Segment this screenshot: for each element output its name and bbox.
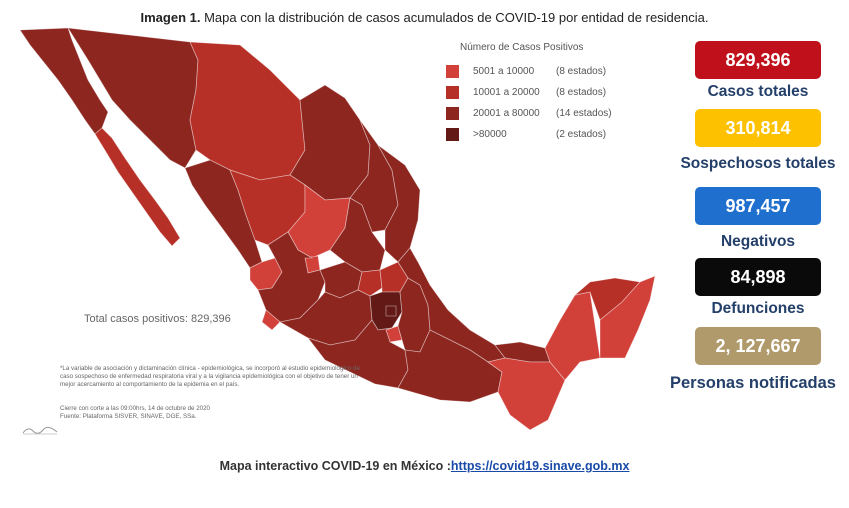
legend-count: (8 estados) [556,87,607,98]
stat-suspected-value: 310,814 [695,109,821,147]
stat-deaths-label: Defunciones [711,300,805,317]
footer-text: Mapa interactivo COVID-19 en México : [219,459,451,473]
legend-item: 5001 a 10000 (8 estados) [446,61,612,82]
interactive-map-link[interactable]: https://covid19.sinave.gob.mx [450,459,630,473]
legend-count: (2 estados) [556,129,607,140]
wave-logo-icon [22,426,58,435]
source-text: Fuente: Plataforma SISVER, SINAVE, DGE, … [60,413,197,420]
cutoff-text: Cierre con corte a las 09:00hrs, 14 de o… [60,405,210,412]
figure-title-bold: Imagen 1. [140,10,201,25]
stat-negatives-label: Negativos [720,233,796,250]
stat-confirmed-value: 829,396 [695,41,821,79]
stat-confirmed-label: Casos totales [707,83,809,100]
state-chihuahua [189,41,306,181]
state-chiapas [487,357,566,431]
stat-negatives-value: 987,457 [695,187,821,225]
figure-title: Imagen 1. Mapa con la distribución de ca… [0,10,849,25]
legend-swatch [446,65,459,78]
legend-item: 10001 a 20000 (8 estados) [446,82,612,103]
cutoff-source: Cierre con corte a las 09:00hrs, 14 de o… [60,405,360,421]
legend-range: 20001 a 80000 [473,108,540,119]
mexico-map [19,27,656,431]
state-guerrero [306,319,409,389]
legend-title: Número de Casos Positivos [460,42,584,53]
state-zacatecas [287,184,351,259]
legend-item: 20001 a 80000 (14 estados) [446,103,612,124]
legend-range: >80000 [473,129,507,140]
legend-swatch [446,86,459,99]
state-baja-california-sur [94,127,181,247]
legend-count: (14 estados) [556,108,612,119]
state-sonora [67,27,199,169]
state-quintana-roo [599,275,656,359]
stat-suspected-label: Sospechosos totales [680,155,836,172]
figure-title-text: Mapa con la distribución de casos acumul… [200,10,709,25]
methodology-note: *La variable de asociación y dictaminaci… [60,365,360,388]
state-queretaro [357,269,383,297]
stat-notified-value: 2, 127,667 [695,327,821,365]
state-colima [261,309,281,331]
total-positive-cases: Total casos positivos: 829,396 [84,313,231,325]
map-legend: Número de Casos Positivos 5001 a 10000 (… [446,42,612,145]
stat-deaths-value: 84,898 [695,258,821,296]
legend-count: (8 estados) [556,66,607,77]
legend-range: 10001 a 20000 [473,87,540,98]
legend-range: 5001 a 10000 [473,66,535,77]
stat-notified-label: Personas notificadas [670,374,836,392]
footer: Mapa interactivo COVID-19 en México :htt… [0,459,849,473]
legend-swatch [446,128,459,141]
legend-swatch [446,107,459,120]
legend-item: >80000 (2 estados) [446,124,612,145]
state-ciudad-de-mexico [385,305,397,317]
